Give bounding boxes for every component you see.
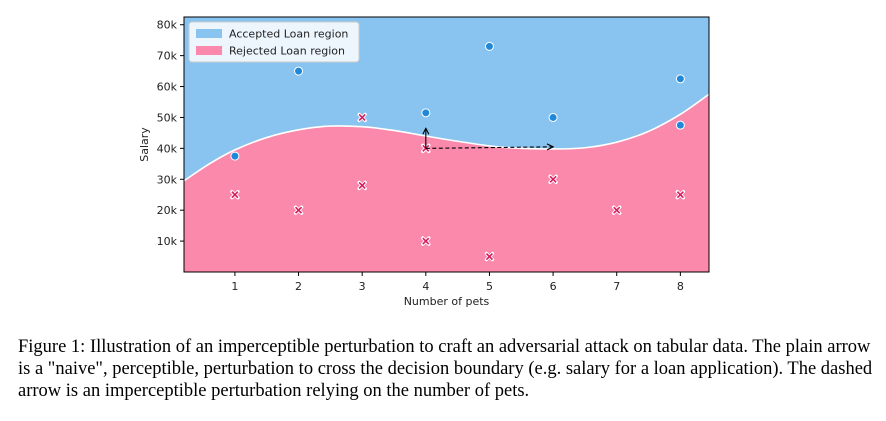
figure-caption: Figure 1: Illustration of an imperceptib… [18, 337, 873, 401]
x-tick-label: 1 [231, 280, 238, 293]
rejected-point [357, 112, 367, 123]
x-tick-label: 2 [295, 280, 302, 293]
x-tick-label: 6 [550, 280, 557, 293]
legend-swatch-rejected [196, 46, 222, 55]
rejected-point [612, 205, 622, 215]
y-axis-label: Salary [138, 127, 151, 162]
rejected-point [675, 190, 686, 200]
rejected-point [357, 180, 367, 191]
accepted-point [421, 108, 431, 118]
accepted-point [675, 74, 685, 84]
legend-label-rejected: Rejected Loan region [229, 45, 345, 58]
x-tick-label: 8 [677, 280, 684, 293]
rejected-point [293, 205, 304, 215]
y-tick-label: 20k [157, 204, 178, 217]
x-tick-label: 4 [422, 280, 429, 293]
accepted-point [230, 151, 240, 161]
y-tick-label: 10k [157, 235, 178, 248]
x-tick-label: 3 [359, 280, 366, 293]
x-axis-label: Number of pets [404, 295, 490, 308]
rejected-point [421, 236, 431, 246]
y-tick-label: 50k [157, 111, 178, 124]
y-tick-label: 60k [157, 81, 178, 94]
y-tick-label: 80k [157, 19, 178, 32]
accepted-point [484, 41, 494, 51]
chart: 1 2 3 4 5 6 7 8 10k 20k 30k 40k 50k 60k 70k 80k Number… [138, 16, 710, 308]
rejected-point [484, 251, 495, 262]
y-tick-label: 40k [157, 142, 178, 155]
accepted-point [548, 112, 558, 122]
rejected-region [184, 94, 709, 272]
legend-label-accepted: Accepted Loan region [229, 28, 348, 41]
x-tick-label: 5 [486, 280, 493, 293]
rejected-point [548, 174, 558, 184]
accepted-point [294, 66, 304, 76]
legend: Accepted Loan region Rejected Loan regio… [188, 21, 360, 63]
x-tick-label: 7 [613, 280, 620, 293]
rejected-point [230, 190, 240, 200]
figure: 1 2 3 4 5 6 7 8 10k 20k 30k 40k 50k 60k 70k 80k Number… [138, 16, 710, 308]
legend-box [188, 21, 360, 63]
y-tick-label: 70k [157, 50, 178, 63]
dashed-arrow [425, 147, 553, 149]
plot-frame [183, 16, 710, 273]
accepted-point [675, 120, 685, 130]
decision-boundary [184, 93, 709, 182]
y-tick-label: 30k [157, 173, 178, 186]
legend-swatch-accepted [196, 29, 222, 38]
